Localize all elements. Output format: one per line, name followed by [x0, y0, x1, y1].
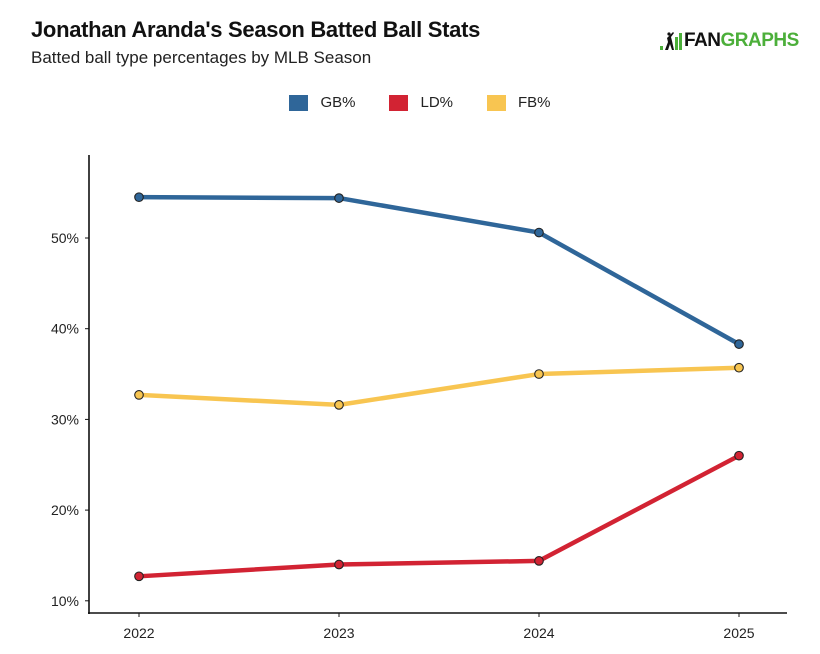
data-point-gb — [734, 339, 744, 349]
legend-item-gb[interactable]: GB% — [289, 94, 355, 111]
batter-icon — [660, 32, 682, 50]
data-point-ld — [134, 571, 144, 582]
data-point-fb — [734, 362, 744, 373]
y-tick-label: 50% — [51, 230, 79, 246]
legend-item-fb[interactable]: FB% — [487, 94, 551, 111]
legend-label: GB% — [320, 94, 356, 111]
x-tick-label: 2024 — [523, 625, 554, 641]
x-tick-label: 2023 — [323, 625, 354, 641]
y-tick-label: 10% — [51, 593, 79, 609]
y-tick-label: 20% — [51, 502, 79, 518]
data-point-ld — [334, 559, 344, 570]
legend-item-ld[interactable]: LD% — [389, 94, 453, 111]
data-point-gb — [334, 193, 344, 203]
legend-swatch — [389, 94, 409, 111]
fangraphs-logo[interactable]: FAN GRAPHS — [660, 30, 799, 52]
chart-subtitle: Batted ball type percentages by MLB Seas… — [31, 48, 372, 67]
x-tick-label: 2025 — [723, 625, 754, 641]
logo-text-fan: FAN — [684, 30, 721, 51]
legend-label: LD% — [420, 94, 453, 111]
data-point-fb — [334, 400, 344, 410]
series-line-gb — [136, 194, 742, 347]
legend-label: FB% — [518, 94, 551, 111]
data-point-gb — [534, 227, 544, 238]
legend-swatch — [487, 94, 506, 111]
y-tick-label: 30% — [51, 411, 79, 427]
legend: GB% LD% FB% — [0, 94, 820, 111]
logo-text-graphs: GRAPHS — [720, 30, 800, 51]
data-point-gb — [134, 192, 144, 203]
data-point-ld — [734, 450, 744, 461]
data-point-fb — [534, 369, 544, 379]
x-tick-label: 2022 — [123, 625, 154, 641]
data-point-fb — [134, 390, 144, 400]
chart-title: Jonathan Aranda's Season Batted Ball Sta… — [31, 17, 481, 42]
y-tick-label: 40% — [51, 321, 79, 337]
series-line-fb — [136, 365, 742, 408]
series-line-ld — [136, 453, 742, 579]
legend-swatch — [289, 94, 309, 111]
data-point-ld — [534, 556, 544, 566]
